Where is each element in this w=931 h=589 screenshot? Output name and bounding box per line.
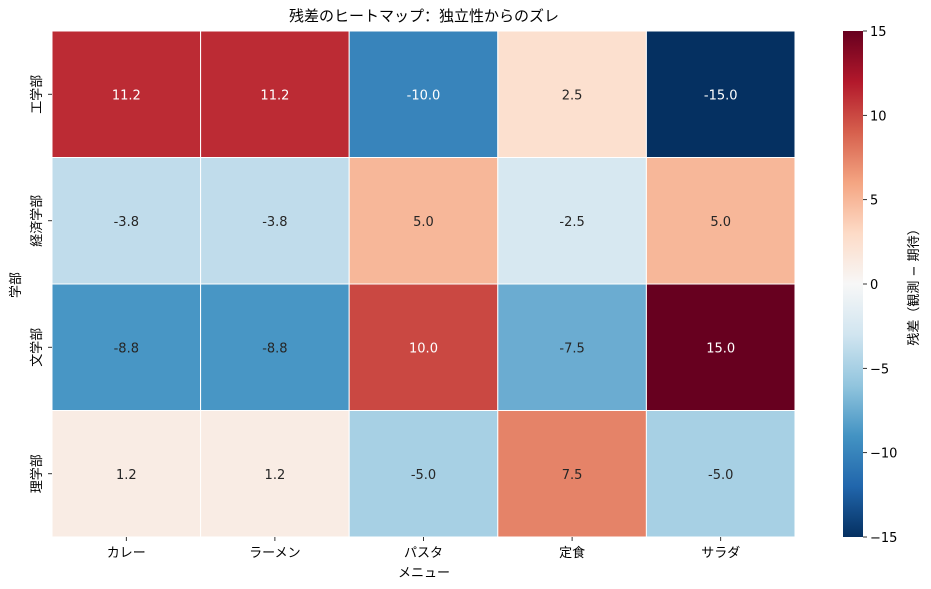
chart-title: 残差のヒートマップ：独立性からのズレ: [289, 7, 559, 25]
cell-value-label: 11.2: [112, 88, 141, 103]
cell-value-label: -8.8: [114, 341, 139, 356]
heatmap-cell: [645, 410, 796, 538]
colorbar-label: 残差（観測 − 期待）: [907, 222, 922, 345]
colorbar-ticks: 15 10 5 0 −5 −10 −15: [863, 25, 897, 546]
x-tick-label: サラダ: [701, 546, 740, 561]
cell-value-label: -3.8: [262, 215, 287, 230]
x-tick-label: カレー: [107, 546, 146, 561]
x-axis-ticks: カレー ラーメン パスタ 定食 サラダ: [107, 537, 740, 561]
heatmap-cell: [497, 410, 647, 538]
y-tick-label: 理学部: [29, 454, 45, 493]
y-axis-label: 学部: [8, 272, 24, 298]
colorbar-tick-label: −10: [870, 447, 897, 462]
cell-value-label: 15.0: [706, 341, 735, 356]
cell-value-label: -2.5: [559, 215, 584, 230]
cell-value-label: 1.2: [116, 468, 137, 483]
y-tick-label: 文学部: [29, 328, 45, 367]
x-tick-label: 定食: [559, 545, 585, 561]
cell-value-label: 5.0: [413, 215, 434, 230]
colorbar-tick-label: −5: [870, 362, 889, 377]
y-tick-label: 経済学部: [29, 195, 45, 247]
cell-value-label: 11.2: [260, 88, 289, 103]
heatmap-cell: [348, 283, 499, 411]
colorbar-tick-label: −15: [870, 531, 897, 546]
cell-value-label: -5.0: [411, 468, 436, 483]
heatmap-cell: [497, 30, 647, 158]
x-tick-label: パスタ: [404, 546, 443, 561]
cell-value-label: 10.0: [409, 341, 438, 356]
heatmap-cell: [645, 30, 796, 158]
cell-value-label: -10.0: [407, 88, 441, 103]
y-tick-label: 工学部: [29, 75, 45, 114]
heatmap-cell: [645, 283, 796, 411]
heatmap-cell: [348, 30, 499, 158]
colorbar-tick-label: 5: [870, 194, 878, 209]
cell-value-label: -7.5: [559, 341, 584, 356]
cell-value-label: -15.0: [704, 88, 738, 103]
cell-value-label: -3.8: [114, 215, 139, 230]
heatmap-cell: [200, 410, 350, 538]
heatmap-cell: [645, 157, 796, 285]
colorbar-tick-label: 15: [870, 25, 887, 40]
cell-value-label: 2.5: [562, 88, 583, 103]
colorbar-tick-label: 0: [870, 278, 878, 293]
x-tick-label: ラーメン: [249, 546, 300, 561]
cell-value-label: 7.5: [562, 468, 583, 483]
heatmap-cells: 11.2 11.2 -10.0 2.5 -15.0 -3.8 -3.8 5.0 -2.5 5.0 -…: [51, 30, 796, 538]
heatmap-cell: [200, 30, 350, 158]
cell-value-label: 5.0: [710, 215, 731, 230]
heatmap-cell: [51, 30, 202, 158]
heatmap-cell: [348, 410, 499, 538]
cell-value-label: -5.0: [708, 468, 733, 483]
colorbar-tick-label: 10: [870, 109, 887, 124]
x-axis-label: メニュー: [398, 566, 450, 581]
cell-value-label: -8.8: [262, 341, 287, 356]
cell-value-label: 1.2: [265, 468, 286, 483]
colorbar: [843, 31, 863, 537]
heatmap-cell: [348, 157, 499, 285]
heatmap-cell: [200, 283, 350, 411]
heatmap-cell: [51, 157, 202, 285]
heatmap-cell: [497, 283, 647, 411]
